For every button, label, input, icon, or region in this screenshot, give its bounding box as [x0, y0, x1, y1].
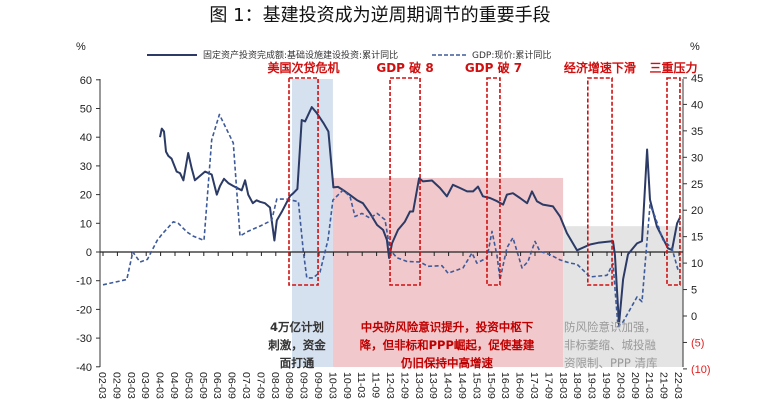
- x-tick-label: 03-09: [139, 372, 151, 399]
- x-tick-label: 02-03: [96, 372, 108, 399]
- x-tick-label: 13-03: [413, 372, 425, 399]
- event-box: [288, 77, 319, 286]
- deleveraging-note: 非标萎缩、城投融: [564, 338, 656, 352]
- event-label: GDP 破 8: [376, 60, 433, 75]
- shaded-period-deleveraging: [563, 226, 683, 367]
- stimulus-note: 面打通: [280, 356, 315, 370]
- left-tick-label: 60: [80, 75, 92, 87]
- x-tick-label: 22-03: [672, 372, 684, 399]
- x-tick-label: 20-09: [629, 372, 641, 399]
- x-tick-label: 04-03: [154, 372, 166, 399]
- right-axis-unit: %: [690, 41, 700, 53]
- x-tick-label: 20-03: [614, 372, 626, 399]
- axes: 6050403020100-10-20-30-40454035302520151…: [76, 73, 710, 399]
- stimulus-note: 刺激，资金: [267, 338, 326, 352]
- x-tick-label: 11-03: [355, 372, 367, 398]
- event-label: 美国次贷危机: [268, 60, 340, 75]
- left-tick-label: -30: [76, 333, 92, 345]
- right-tick-label: (10): [691, 364, 711, 376]
- left-tick-label: -20: [76, 304, 92, 316]
- left-tick-label: 0: [86, 247, 92, 259]
- x-tick-label: 16-03: [499, 372, 511, 399]
- x-tick-label: 14-09: [456, 372, 468, 399]
- x-tick-label: 09-03: [298, 372, 310, 399]
- x-tick-label: 06-09: [226, 372, 238, 399]
- deleveraging-note: 资限制、PPP 清库: [564, 356, 657, 370]
- event-box: [486, 77, 501, 286]
- right-tick-label: 5: [691, 285, 697, 297]
- right-tick-label: (5): [691, 337, 704, 349]
- x-tick-label: 17-03: [528, 372, 540, 399]
- x-tick-label: 15-09: [485, 372, 497, 399]
- event-label: 经济增速下滑: [564, 60, 636, 75]
- x-tick-label: 08-03: [269, 372, 281, 399]
- x-tick-label: 07-09: [254, 372, 266, 399]
- chart-title: 图 1：基建投资成为逆周期调节的重要手段: [209, 5, 550, 26]
- shadow-financing-note: 仍旧保持中高增速: [400, 356, 493, 370]
- event-label: 三重压力: [649, 60, 697, 75]
- x-tick-label: 18-09: [571, 372, 583, 399]
- right-tick-label: 0: [691, 311, 697, 323]
- left-tick-label: -10: [76, 276, 92, 288]
- shadow-financing-note: 降，但非标和PPP崛起，促使基建: [360, 338, 535, 352]
- left-tick-label: 40: [80, 132, 92, 144]
- x-tick-label: 19-03: [586, 372, 598, 399]
- legend-label-infra: 固定资产投资完成额:基础设施建设投资:累计同比: [203, 49, 398, 61]
- event-label: GDP 破 7: [465, 60, 522, 75]
- x-tick-label: 08-09: [283, 372, 295, 399]
- left-tick-label: -40: [76, 362, 92, 374]
- left-tick-label: 20: [80, 190, 92, 202]
- right-tick-label: 10: [691, 258, 703, 270]
- left-tick-label: 30: [80, 161, 92, 173]
- x-tick-label: 13-09: [427, 372, 439, 399]
- x-tick-label: 14-03: [442, 372, 454, 399]
- x-tick-label: 05-03: [182, 372, 194, 399]
- x-tick-label: 12-03: [384, 372, 396, 399]
- x-tick-label: 03-03: [125, 372, 137, 399]
- shadow-financing-note: 中央防风险意识提升，投资中枢下: [361, 320, 534, 334]
- stimulus-note: 4万亿计划: [270, 320, 324, 334]
- right-tick-label: 45: [691, 73, 703, 85]
- event-boxes: 美国次贷危机 GDP 破 8 GDP 破 7 经济增速下滑 三重压力: [268, 60, 697, 286]
- event-box: [666, 77, 681, 286]
- x-tick-label: 19-09: [600, 372, 612, 399]
- legend-label-gdp: GDP:现价:累计同比: [472, 49, 551, 61]
- x-tick-label: 21-03: [643, 372, 655, 399]
- right-tick-label: 20: [691, 205, 703, 217]
- right-tick-label: 35: [691, 126, 703, 138]
- legend: 固定资产投资完成额:基础设施建设投资:累计同比 GDP:现价:累计同比: [147, 49, 551, 61]
- x-tick-label: 11-09: [370, 372, 382, 398]
- x-tick-label: 04-09: [168, 372, 180, 399]
- event-box: [586, 77, 613, 286]
- x-tick-label: 18-03: [557, 372, 569, 399]
- left-tick-label: 50: [80, 104, 92, 116]
- x-tick-label: 06-03: [211, 372, 223, 399]
- right-tick-label: 40: [691, 99, 703, 111]
- x-tick-label: 16-09: [514, 372, 526, 399]
- x-tick-label: 09-09: [312, 372, 324, 399]
- right-tick-label: 15: [691, 232, 703, 244]
- x-tick-label: 10-03: [326, 372, 338, 399]
- left-axis-unit: %: [76, 41, 86, 53]
- x-tick-label: 05-09: [197, 372, 209, 399]
- infra-investment-line: [159, 106, 681, 326]
- x-tick-label: 15-03: [470, 372, 482, 399]
- event-box: [389, 77, 421, 286]
- right-tick-label: 30: [691, 152, 703, 164]
- x-tick-label: 07-03: [240, 372, 252, 399]
- x-tick-label: 02-09: [110, 372, 122, 399]
- x-tick-label: 17-09: [542, 372, 554, 399]
- right-tick-label: 25: [691, 179, 703, 191]
- x-tick-label: 21-09: [658, 372, 670, 399]
- x-tick-label: 10-09: [341, 372, 353, 399]
- left-tick-label: 10: [80, 218, 92, 230]
- deleveraging-note: 防风险意识加强，: [564, 320, 656, 334]
- x-tick-label: 12-09: [398, 372, 410, 399]
